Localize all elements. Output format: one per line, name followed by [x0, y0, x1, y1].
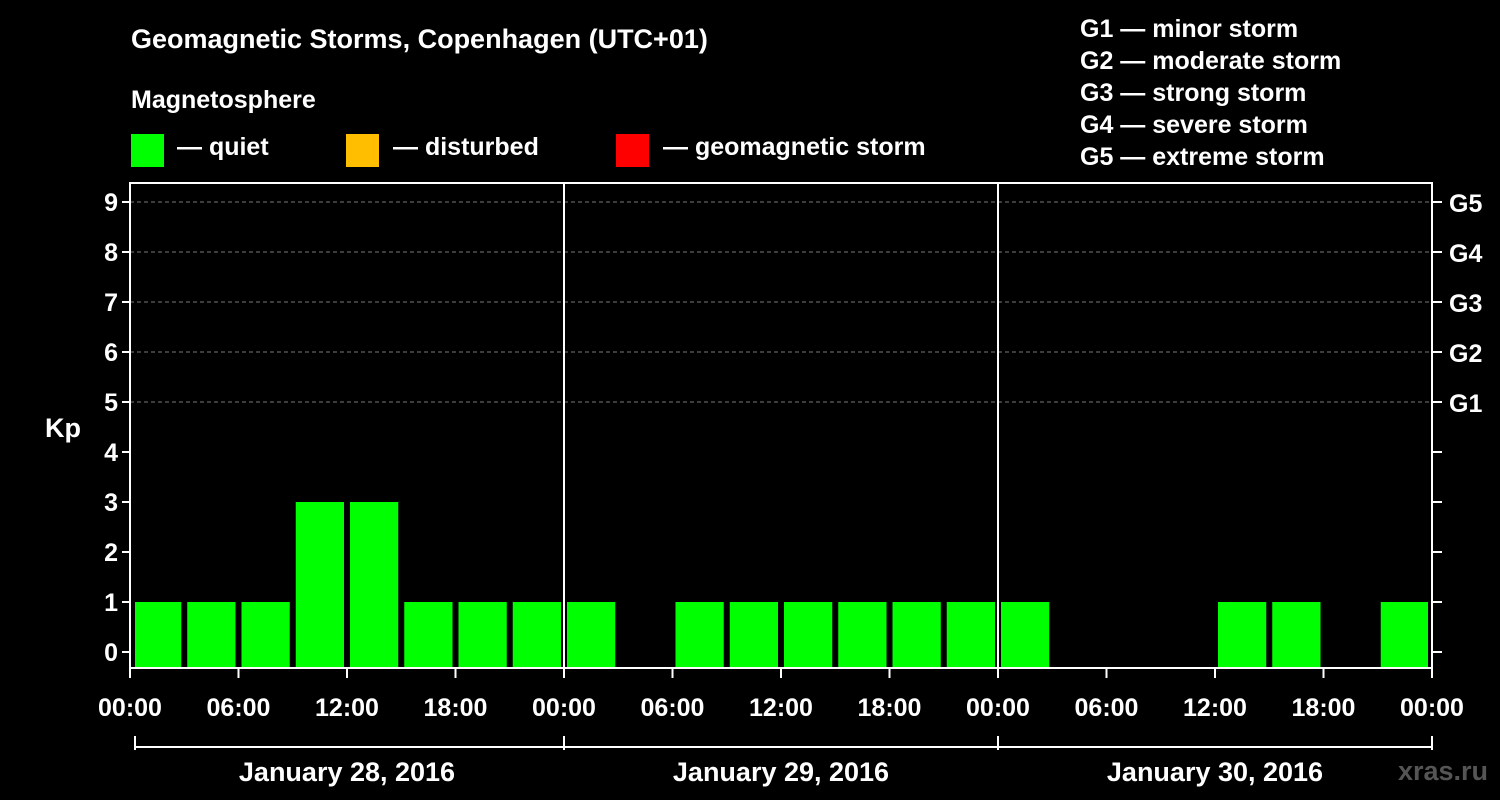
- legend-title: Magnetosphere: [131, 86, 316, 114]
- kp-bar: [135, 602, 182, 668]
- day-label: January 29, 2016: [673, 757, 889, 787]
- x-tick-label: 12:00: [749, 694, 813, 722]
- g-scale-g1: G1 — minor storm: [1080, 15, 1299, 43]
- g-scale-g4: G4 — severe storm: [1080, 111, 1308, 139]
- x-tick-label: 18:00: [424, 694, 488, 722]
- kp-bar: [1380, 602, 1428, 668]
- legend-swatch-disturbed: [346, 134, 379, 167]
- x-tick-label: 18:00: [858, 694, 922, 722]
- x-tick-label: 06:00: [1075, 694, 1139, 722]
- x-tick-label: 06:00: [641, 694, 705, 722]
- chart-title: Geomagnetic Storms, Copenhagen (UTC+01): [131, 24, 708, 54]
- legend-swatch-storm: [616, 134, 649, 167]
- y-tick-label: 4: [104, 439, 118, 467]
- g-scale-g3: G3 — strong storm: [1080, 79, 1307, 107]
- x-tick-label: 12:00: [315, 694, 379, 722]
- kp-bar: [404, 602, 453, 668]
- x-tick-label: 00:00: [966, 694, 1030, 722]
- kp-bar: [1272, 602, 1321, 668]
- x-tick-label: 18:00: [1292, 694, 1356, 722]
- kp-bar: [295, 502, 344, 668]
- y-tick-label: 0: [104, 639, 118, 667]
- kp-bar: [1218, 602, 1267, 668]
- g-tick-label: G1: [1449, 390, 1482, 418]
- x-tick-label: 06:00: [207, 694, 271, 722]
- g-tick-label: G3: [1449, 290, 1482, 318]
- g-tick-label: G4: [1449, 240, 1482, 268]
- y-tick-label: 1: [104, 589, 118, 617]
- kp-bar: [784, 602, 833, 668]
- x-tick-label: 00:00: [1400, 694, 1464, 722]
- y-tick-label: 8: [104, 239, 118, 267]
- legend-label-disturbed: — disturbed: [393, 133, 539, 161]
- kp-bar: [567, 602, 616, 668]
- y-tick-label: 3: [104, 489, 118, 517]
- y-tick-label: 9: [104, 189, 118, 217]
- kp-bar: [892, 602, 941, 668]
- y-tick-label: 2: [104, 539, 118, 567]
- kp-bar: [458, 602, 507, 668]
- kp-bar: [187, 602, 236, 668]
- watermark: xras.ru: [1397, 756, 1488, 786]
- kp-bar: [350, 502, 399, 668]
- legend-label-storm: — geomagnetic storm: [663, 133, 926, 161]
- g-tick-label: G2: [1449, 340, 1482, 368]
- x-tick-label: 00:00: [532, 694, 596, 722]
- y-tick-label: 6: [104, 339, 118, 367]
- kp-bar: [241, 602, 290, 668]
- y-axis-label: Kp: [45, 413, 81, 443]
- g-scale-g5: G5 — extreme storm: [1080, 143, 1325, 171]
- kp-bar: [946, 602, 995, 668]
- kp-bar: [729, 602, 778, 668]
- kp-bar: [838, 602, 887, 668]
- legend-label-quiet: — quiet: [177, 133, 269, 161]
- day-label: January 28, 2016: [239, 757, 455, 787]
- g-scale-g2: G2 — moderate storm: [1080, 47, 1342, 75]
- x-tick-label: 12:00: [1183, 694, 1247, 722]
- y-tick-label: 7: [104, 289, 118, 317]
- kp-bar: [1001, 602, 1050, 668]
- kp-bar: [512, 602, 561, 668]
- x-tick-label: 00:00: [98, 694, 162, 722]
- y-tick-label: 5: [104, 389, 118, 417]
- kp-bar: [675, 602, 724, 668]
- g-tick-label: G5: [1449, 190, 1482, 218]
- day-label: January 30, 2016: [1107, 757, 1323, 787]
- legend-swatch-quiet: [131, 134, 164, 167]
